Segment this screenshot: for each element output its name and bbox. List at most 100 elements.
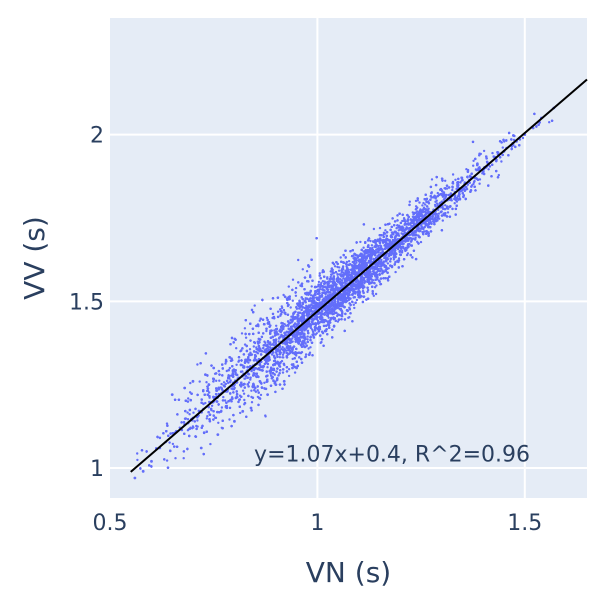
data-point bbox=[216, 433, 219, 436]
data-point bbox=[379, 244, 381, 246]
data-point bbox=[195, 425, 197, 427]
data-point bbox=[166, 459, 168, 461]
data-point bbox=[307, 347, 309, 349]
data-point bbox=[371, 244, 373, 246]
data-point bbox=[225, 359, 227, 361]
data-point bbox=[353, 307, 355, 309]
data-point bbox=[288, 368, 290, 370]
data-point bbox=[292, 279, 294, 281]
data-point bbox=[218, 380, 220, 382]
data-point bbox=[491, 152, 493, 154]
data-point bbox=[297, 259, 299, 261]
data-point bbox=[205, 381, 207, 383]
data-point bbox=[250, 390, 252, 392]
data-point bbox=[295, 295, 297, 297]
data-point bbox=[224, 362, 226, 364]
data-point bbox=[196, 419, 198, 421]
data-point bbox=[320, 342, 322, 344]
data-point bbox=[292, 300, 294, 302]
data-point bbox=[266, 393, 269, 396]
data-point bbox=[373, 295, 375, 297]
data-point bbox=[263, 382, 265, 384]
data-point bbox=[380, 283, 382, 285]
data-point bbox=[326, 278, 328, 280]
data-point bbox=[360, 295, 362, 297]
data-point bbox=[249, 352, 251, 354]
data-point bbox=[322, 280, 324, 282]
data-point bbox=[454, 202, 456, 204]
data-point bbox=[266, 366, 268, 368]
data-point bbox=[171, 393, 174, 396]
data-point bbox=[418, 201, 420, 203]
data-point bbox=[465, 168, 467, 170]
data-point bbox=[229, 367, 231, 369]
data-point bbox=[387, 262, 389, 264]
data-point bbox=[222, 396, 224, 398]
data-point bbox=[451, 182, 453, 184]
data-point bbox=[245, 337, 247, 339]
data-point bbox=[264, 414, 266, 416]
data-point bbox=[200, 447, 203, 450]
data-point bbox=[502, 146, 504, 148]
data-point bbox=[310, 294, 312, 296]
data-point bbox=[257, 396, 259, 398]
data-point bbox=[136, 459, 138, 461]
data-point bbox=[282, 354, 284, 356]
data-point bbox=[315, 333, 317, 335]
data-point bbox=[174, 457, 176, 459]
data-point bbox=[192, 426, 194, 428]
data-point bbox=[444, 204, 446, 206]
data-point bbox=[319, 272, 321, 274]
data-point bbox=[196, 363, 198, 365]
data-point bbox=[187, 418, 189, 420]
data-point bbox=[352, 261, 354, 263]
data-point bbox=[394, 271, 396, 273]
data-point bbox=[183, 457, 185, 459]
data-point bbox=[221, 406, 223, 408]
data-point bbox=[273, 329, 275, 331]
data-point bbox=[384, 229, 386, 231]
data-point bbox=[369, 240, 371, 242]
data-point bbox=[239, 412, 241, 414]
data-point bbox=[311, 285, 313, 287]
data-point bbox=[189, 382, 191, 384]
plot-background bbox=[110, 18, 587, 498]
data-point bbox=[266, 317, 268, 319]
data-point bbox=[275, 325, 277, 327]
data-point bbox=[373, 228, 375, 230]
data-point bbox=[224, 399, 226, 401]
data-point bbox=[347, 317, 349, 319]
data-point bbox=[454, 179, 456, 181]
data-point bbox=[281, 307, 283, 309]
data-point bbox=[306, 270, 308, 272]
data-point bbox=[334, 265, 336, 267]
data-point bbox=[305, 353, 307, 355]
data-point bbox=[265, 330, 267, 332]
data-point bbox=[409, 201, 411, 203]
data-point bbox=[241, 332, 243, 334]
data-point bbox=[307, 335, 309, 337]
data-point bbox=[206, 417, 208, 419]
data-point bbox=[260, 394, 262, 396]
data-point bbox=[336, 315, 338, 317]
data-point bbox=[302, 303, 304, 305]
data-point bbox=[302, 268, 304, 270]
data-point bbox=[192, 380, 195, 383]
data-point bbox=[282, 371, 284, 373]
data-point bbox=[471, 184, 473, 186]
data-point bbox=[278, 340, 280, 342]
data-point bbox=[172, 443, 174, 445]
data-point bbox=[251, 401, 253, 403]
data-point bbox=[220, 383, 222, 385]
data-point bbox=[249, 348, 251, 350]
data-point bbox=[206, 415, 208, 417]
data-point bbox=[451, 189, 453, 191]
data-point bbox=[279, 356, 281, 358]
data-point bbox=[340, 256, 342, 258]
data-point bbox=[442, 219, 444, 221]
data-point bbox=[242, 390, 244, 392]
data-point bbox=[250, 407, 253, 410]
data-point bbox=[447, 211, 449, 213]
